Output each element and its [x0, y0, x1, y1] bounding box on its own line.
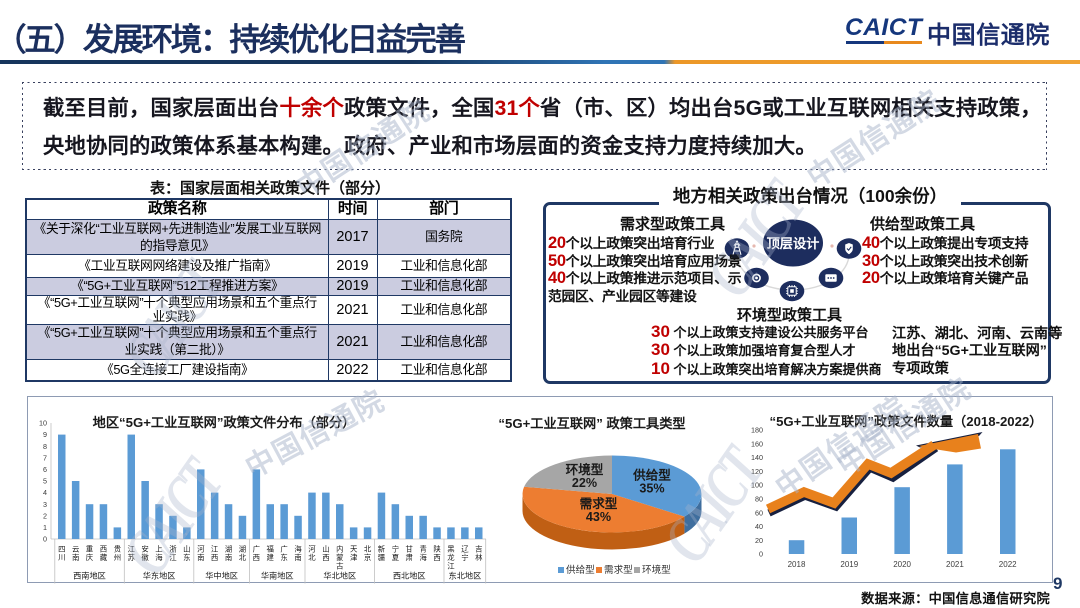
svg-text:黑龙江: 黑龙江	[447, 545, 455, 571]
svg-text:华南地区: 华南地区	[261, 571, 294, 581]
svg-text:四川: 四川	[58, 545, 65, 562]
svg-text:7: 7	[43, 453, 47, 462]
svg-text:22%: 22%	[572, 476, 597, 490]
svg-text:天津: 天津	[350, 545, 358, 562]
svg-text:供给型: 供给型	[566, 564, 595, 576]
svg-text:吉林: 吉林	[475, 545, 483, 562]
svg-text:60: 60	[755, 508, 763, 517]
svg-text:10: 10	[39, 419, 47, 428]
svg-text:甘肃: 甘肃	[405, 545, 413, 562]
svg-text:湖北: 湖北	[239, 545, 247, 562]
svg-text:内蒙古: 内蒙古	[336, 545, 343, 571]
svg-text:广西: 广西	[253, 545, 260, 562]
svg-text:云南: 云南	[72, 545, 79, 562]
svg-text:辽宁: 辽宁	[461, 545, 469, 562]
svg-text:新疆: 新疆	[378, 545, 386, 562]
svg-text:2: 2	[43, 511, 47, 520]
svg-text:江西: 江西	[211, 545, 219, 562]
svg-text:环境型: 环境型	[642, 564, 671, 576]
svg-text:1: 1	[43, 523, 47, 532]
svg-text:2019: 2019	[840, 560, 858, 569]
svg-text:青海: 青海	[419, 545, 427, 562]
svg-text:宁夏: 宁夏	[392, 545, 400, 562]
svg-text:180: 180	[751, 426, 763, 435]
svg-text:华北地区: 华北地区	[323, 571, 356, 581]
svg-text:140: 140	[751, 453, 763, 462]
svg-text:西藏: 西藏	[100, 545, 108, 562]
svg-text:100: 100	[751, 481, 763, 490]
svg-text:160: 160	[751, 439, 763, 448]
svg-text:9: 9	[43, 430, 47, 439]
svg-text:8: 8	[43, 442, 47, 451]
svg-text:0: 0	[759, 550, 763, 559]
svg-text:“5G+工业互联网” 政策工具类型: “5G+工业互联网” 政策工具类型	[498, 415, 685, 431]
svg-text:东北地区: 东北地区	[449, 571, 482, 581]
svg-text:43%: 43%	[586, 510, 611, 524]
svg-text:需求型: 需求型	[604, 564, 633, 576]
svg-text:河南: 河南	[197, 545, 205, 562]
svg-text:5: 5	[43, 477, 47, 486]
svg-text:安徽: 安徽	[141, 545, 149, 562]
svg-text:海南: 海南	[294, 545, 302, 562]
svg-text:广东: 广东	[280, 545, 287, 562]
svg-text:2018: 2018	[788, 560, 806, 569]
svg-text:4: 4	[43, 488, 47, 497]
svg-text:40: 40	[755, 522, 763, 531]
svg-text:华东地区: 华东地区	[143, 571, 176, 581]
svg-text:120: 120	[751, 467, 763, 476]
svg-text:陕西: 陕西	[433, 545, 441, 562]
svg-text:江苏: 江苏	[127, 545, 135, 562]
svg-text:20: 20	[755, 536, 763, 545]
svg-text:2021: 2021	[946, 560, 964, 569]
svg-text:环境型: 环境型	[566, 462, 604, 477]
svg-text:2020: 2020	[893, 560, 911, 569]
svg-text:顶层设计: 顶层设计	[767, 235, 820, 251]
svg-text:0: 0	[43, 535, 47, 544]
svg-text:华中地区: 华中地区	[205, 571, 238, 581]
svg-text:需求型: 需求型	[580, 496, 618, 511]
svg-text:“5G+工业互联网”政策文件数量（2018-2022）: “5G+工业互联网”政策文件数量（2018-2022）	[770, 413, 1043, 429]
svg-text:福建: 福建	[266, 545, 274, 562]
svg-text:6: 6	[43, 465, 47, 474]
svg-text:西南地区: 西南地区	[73, 571, 106, 581]
svg-text:湖南: 湖南	[225, 545, 232, 562]
svg-text:西北地区: 西北地区	[393, 571, 426, 581]
svg-text:贵州: 贵州	[114, 545, 121, 562]
svg-text:35%: 35%	[639, 482, 664, 496]
svg-text:山东: 山东	[183, 545, 190, 562]
svg-text:北京: 北京	[364, 545, 372, 562]
svg-text:2022: 2022	[999, 560, 1017, 569]
svg-text:80: 80	[755, 495, 763, 504]
svg-text:山西: 山西	[322, 545, 329, 562]
svg-text:河北: 河北	[308, 545, 316, 562]
svg-text:供给型: 供给型	[632, 468, 671, 483]
svg-text:浙江: 浙江	[169, 545, 177, 562]
svg-text:地区“5G+工业互联网”政策文件分布（部分）: 地区“5G+工业互联网”政策文件分布（部分）	[93, 414, 356, 430]
svg-text:重庆: 重庆	[86, 545, 94, 562]
svg-text:上海: 上海	[155, 545, 163, 562]
svg-text:3: 3	[43, 500, 47, 509]
